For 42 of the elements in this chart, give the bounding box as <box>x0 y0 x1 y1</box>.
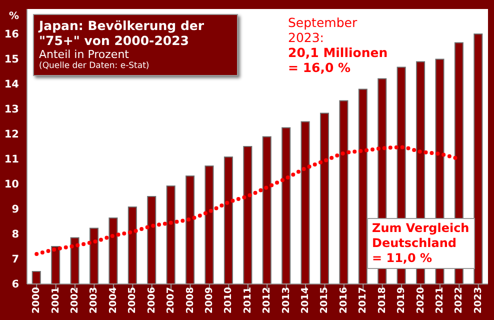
y-tick-label: 9 <box>12 204 19 216</box>
y-tick-label: 7 <box>12 254 19 266</box>
text: Anteil in Prozent <box>39 48 130 61</box>
x-tick-label: 2007 <box>166 287 177 314</box>
x-tick-label: 2017 <box>358 287 369 314</box>
x-tick-label: 2000 <box>31 286 42 314</box>
x-tick-label: 2003 <box>88 287 100 314</box>
annotation: (Quelle der Daten: e-Stat) <box>39 61 150 72</box>
x-tick-label: 2012 <box>262 287 273 314</box>
x-tick-label: 2015 <box>319 287 330 314</box>
x-tick-label: 2005 <box>127 287 138 314</box>
x-tick-label: 2009 <box>204 287 215 314</box>
x-tick-label: 2016 <box>338 286 350 314</box>
x-tick-label: 2021 <box>434 287 446 314</box>
x-tick-label: 2002 <box>70 287 81 314</box>
x-tick-label: 2001 <box>50 287 62 314</box>
x-tick-label: 2013 <box>280 287 292 314</box>
y-tick-label: 15 <box>4 54 19 66</box>
y-tick-label: 11 <box>4 154 19 166</box>
x-tick-label: 2018 <box>376 286 388 314</box>
x-tick-label: 2004 <box>108 286 119 314</box>
y-tick-label: 13 <box>4 104 19 116</box>
text: Japan: Bevölkerung der "75+" von 2000-2023 <box>39 18 206 48</box>
y-tick-label: 12 <box>4 128 19 141</box>
y-tick-label: 8 <box>12 228 19 241</box>
x-tick-label: 2008 <box>184 286 196 314</box>
y-tick-label: 10 <box>4 178 19 191</box>
annotation: September 2023: <box>288 15 358 45</box>
x-tick-label: 2020 <box>415 286 426 314</box>
x-tick-label: 2022 <box>454 287 465 314</box>
y-tick-label: 14 <box>4 78 19 91</box>
x-tick-label: 2010 <box>223 286 234 314</box>
x-tick-label: 2023 <box>472 287 484 314</box>
x-tick-label: 2006 <box>146 286 158 314</box>
y-tick-label: 16 <box>4 28 19 41</box>
x-tick-label: 2019 <box>396 287 408 314</box>
y-axis-title: % <box>9 11 20 22</box>
x-tick-label: 2014 <box>300 286 312 314</box>
annotation: Zum Vergleich Deutschland = 11,0 % <box>367 218 475 269</box>
x-tick-label: 2011 <box>242 287 254 314</box>
annotation: 20,1 Millionen = 16,0 % <box>288 45 389 75</box>
y-tick-label: 6 <box>12 278 19 291</box>
